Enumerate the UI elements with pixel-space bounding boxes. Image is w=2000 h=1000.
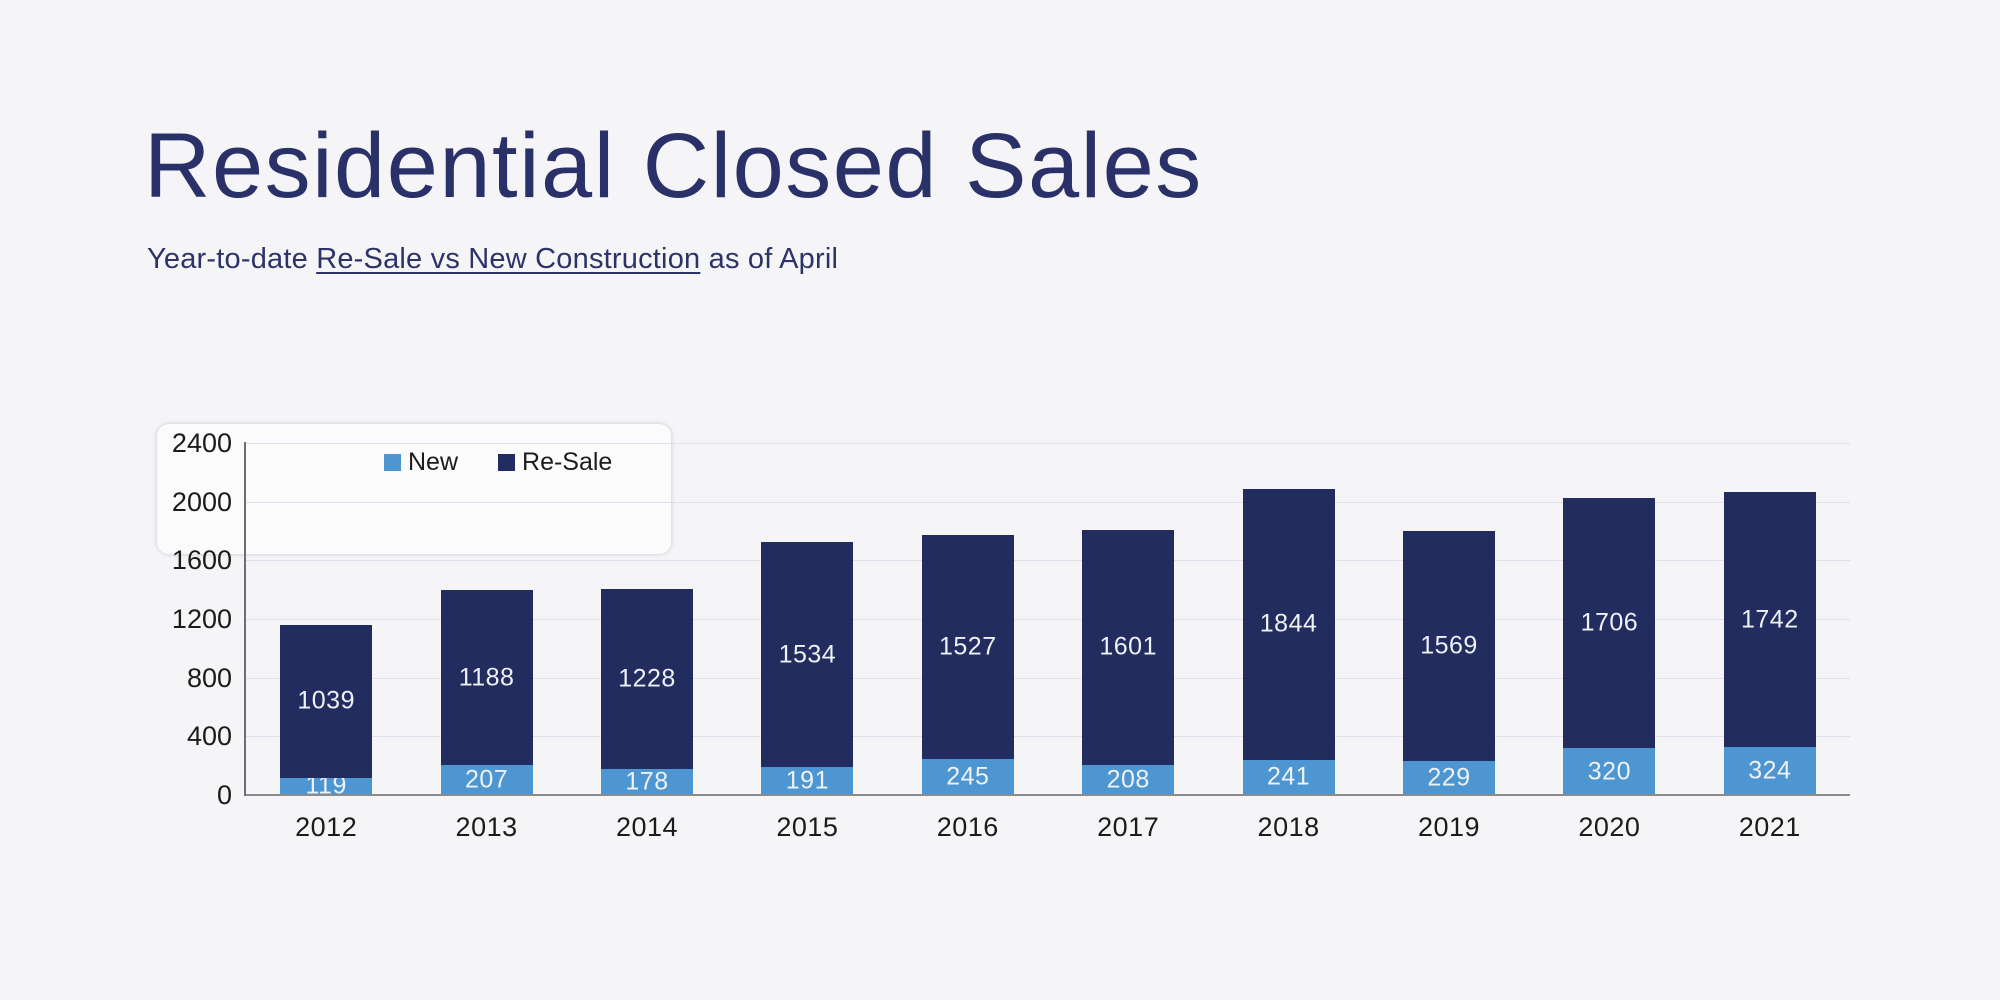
bar-2013-new: 207 (440, 764, 533, 795)
x-axis-label-2017: 2017 (1097, 812, 1160, 842)
bar-value-label: 178 (625, 767, 669, 795)
legend-item-re-sale: Re-Sale (498, 448, 612, 477)
bar-value-label: 1534 (778, 640, 837, 668)
bar-value-label: 320 (1587, 757, 1631, 786)
bar-2013-re-sale: 1188 (440, 590, 533, 765)
gridline-1200 (246, 619, 1850, 620)
bar-value-label: 1527 (938, 632, 997, 661)
bar-2021-re-sale: 1742 (1723, 492, 1816, 748)
bar-value-label: 119 (305, 771, 347, 795)
bar-value-label: 229 (1427, 763, 1471, 792)
bar-2019-re-sale: 1569 (1403, 531, 1495, 762)
y-tick-label-400: 400 (186, 721, 232, 752)
background-panel-artifact (157, 424, 671, 554)
y-axis-line (244, 442, 246, 796)
bar-value-label: 241 (1266, 762, 1311, 791)
bar-value-label: 1188 (458, 663, 515, 692)
x-axis-label-2020: 2020 (1578, 812, 1641, 842)
gridline-2400 (246, 443, 1850, 444)
chart-legend: New Re-Sale (384, 448, 612, 477)
plot-area: 119 1039 207 1188 178 1228 191 1534 245 1527 208 16… (246, 443, 1850, 795)
x-axis-label-2012: 2012 (295, 812, 358, 842)
x-axis-label-2013: 2013 (455, 812, 518, 842)
y-tick-label-1200: 1200 (171, 604, 232, 634)
x-axis-label-2019: 2019 (1417, 812, 1481, 842)
legend-label: Re-Sale (522, 448, 613, 476)
page-title: Residential Closed Sales (144, 115, 1203, 217)
subtitle-prefix: Year-to-date (147, 243, 317, 275)
bar-value-label: 1228 (618, 664, 676, 693)
bar-2017-re-sale: 1601 (1082, 529, 1175, 765)
y-tick-label-0: 0 (216, 780, 232, 810)
bar-value-label: 1601 (1099, 632, 1157, 661)
bar-2017-new: 208 (1082, 764, 1175, 795)
bar-2016-new: 245 (921, 759, 1014, 795)
bar-2012-re-sale: 1039 (280, 625, 373, 778)
bar-2014-new: 178 (601, 767, 693, 795)
x-axis-label-2015: 2015 (776, 812, 839, 842)
y-tick-label-800: 800 (186, 662, 232, 693)
bar-2021-new: 324 (1723, 747, 1816, 795)
bar-value-label: 1706 (1580, 608, 1639, 637)
y-tick-label-1600: 1600 (171, 545, 232, 576)
x-axis-label-2021: 2021 (1738, 812, 1801, 842)
gridline-800 (246, 677, 1850, 679)
y-tick-label-2000: 2000 (171, 486, 232, 517)
bar-value-label: 1844 (1259, 609, 1318, 638)
page-subtitle: Year-to-date Re-Sale vs New Construction… (147, 243, 838, 276)
gridline-1600 (246, 560, 1850, 562)
bar-value-label: 207 (464, 765, 509, 794)
subtitle-suffix: as of April (700, 243, 839, 275)
bar-2015-re-sale: 1534 (761, 542, 854, 767)
bar-2020-new: 320 (1563, 748, 1656, 795)
x-axis-label-2018: 2018 (1257, 812, 1320, 842)
x-axis-line (246, 794, 1850, 796)
bar-2018-new: 241 (1242, 759, 1335, 795)
legend-label: New (408, 448, 459, 476)
bar-2018-re-sale: 1844 (1242, 489, 1335, 760)
bar-value-label: 1569 (1420, 631, 1478, 660)
bar-2020-re-sale: 1706 (1563, 497, 1656, 749)
y-tick-label-2400: 2400 (171, 428, 232, 458)
bar-value-label: 208 (1106, 765, 1150, 794)
bar-2014-re-sale: 1228 (601, 588, 693, 769)
bar-value-label: 324 (1748, 756, 1792, 785)
gridline-2000 (246, 501, 1850, 503)
subtitle-link[interactable]: Re-Sale vs New Construction (316, 243, 701, 275)
legend-item-new: New (384, 448, 458, 477)
x-axis-label-2014: 2014 (615, 812, 679, 842)
legend-swatch-icon (384, 454, 401, 471)
bar-value-label: 191 (785, 766, 829, 795)
legend-swatch-icon (498, 454, 516, 471)
bar-2015-new: 191 (761, 766, 854, 795)
bar-2012-new: 119 (280, 772, 373, 795)
x-axis-label-2016: 2016 (936, 812, 999, 842)
bar-value-label: 1742 (1740, 605, 1799, 634)
gridline-400 (246, 736, 1850, 738)
bar-value-label: 1039 (297, 686, 355, 715)
bar-value-label: 245 (946, 762, 990, 791)
bar-2016-re-sale: 1527 (921, 535, 1014, 760)
bar-2019-new: 229 (1403, 761, 1495, 795)
